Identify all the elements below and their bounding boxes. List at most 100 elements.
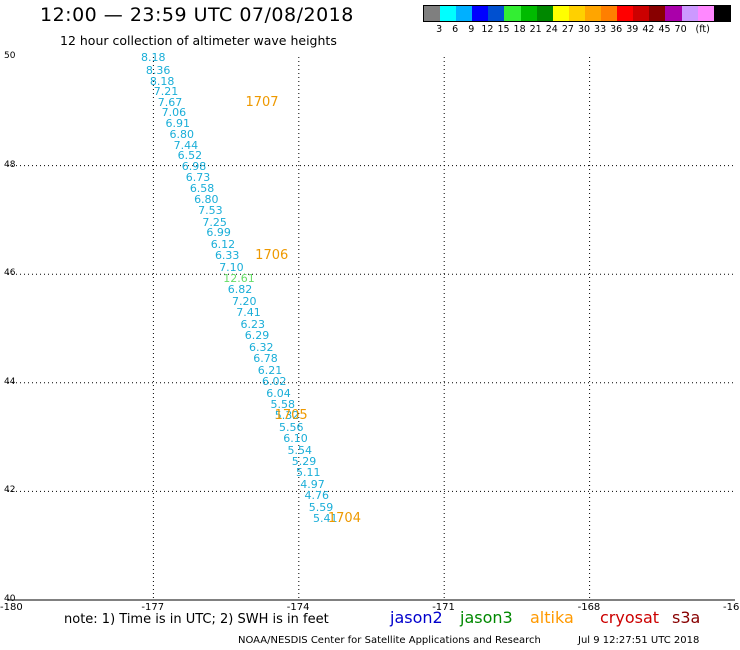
wave-height-label: 4.97 xyxy=(300,477,325,491)
color-swatch xyxy=(633,6,650,21)
color-scale-label: 42 xyxy=(642,24,655,35)
color-swatch xyxy=(697,6,714,21)
latitude-tick-label: 42 xyxy=(4,485,16,496)
color-swatch xyxy=(424,6,441,21)
satellite-name: s3a xyxy=(672,608,701,627)
color-scale-label: 36 xyxy=(610,24,623,35)
wave-height-label: 6.29 xyxy=(244,329,270,343)
color-scale-swatches xyxy=(423,5,731,22)
credit-text: NOAA/NESDIS Center for Satellite Applica… xyxy=(238,635,541,646)
wave-height-label: 7.53 xyxy=(198,204,223,218)
wave-height-label: 6.91 xyxy=(165,116,190,130)
color-scale-label: 3 xyxy=(436,24,443,35)
latitude-tick-label: 40 xyxy=(4,594,16,604)
wave-height-label: 7.21 xyxy=(153,85,179,99)
footer-note: note: 1) Time is in UTC; 2) SWH is in fe… xyxy=(64,612,329,627)
color-scale-legend: 3 6 9 12 15 18 21 24 27 30 33 36 39 42 45 70 (ft) xyxy=(423,5,731,36)
color-scale-label: 24 xyxy=(545,24,558,35)
wave-height-label: 6.23 xyxy=(240,317,265,331)
color-swatch xyxy=(584,6,602,21)
wave-height-label: 5.11 xyxy=(296,466,321,480)
latitude-tick-label: 48 xyxy=(4,159,16,170)
wave-height-label: 7.20 xyxy=(231,294,257,308)
wave-height-label: 7.67 xyxy=(157,96,183,110)
color-swatch xyxy=(552,6,569,21)
wave-height-label: 5.56 xyxy=(278,420,304,434)
wave-height-label: 6.73 xyxy=(185,171,211,185)
wave-height-label: 5.58 xyxy=(270,398,295,412)
color-swatch xyxy=(568,6,585,21)
color-scale-label: (ft) xyxy=(695,24,710,35)
color-scale-label: 27 xyxy=(561,24,574,35)
wave-height-label: 7.06 xyxy=(161,106,187,120)
wave-height-label: 6.80 xyxy=(194,193,219,207)
color-swatch xyxy=(536,6,553,21)
longitude-tick-label: -171 xyxy=(432,602,455,613)
color-scale-label: 9 xyxy=(468,24,475,35)
wave-height-label: 6.02 xyxy=(261,375,287,389)
color-scale-labels: 3 6 9 12 15 18 21 24 27 30 33 36 39 42 45 70 (ft) xyxy=(423,22,731,36)
wave-height-label: 6.32 xyxy=(248,340,274,354)
color-scale-label: 6 xyxy=(452,24,459,35)
wave-height-label: 6.98 xyxy=(181,160,207,174)
satellite-name: jason2 xyxy=(390,608,443,627)
color-scale-label: 21 xyxy=(529,24,542,35)
wave-height-label: 6.12 xyxy=(210,237,236,251)
wave-height-label: 4.76 xyxy=(304,489,330,503)
wave-height-label: 6.33 xyxy=(214,249,240,263)
wave-height-label: 5.54 xyxy=(287,443,312,457)
color-swatch xyxy=(617,6,634,21)
color-swatch xyxy=(520,6,537,21)
wave-height-label: 7.44 xyxy=(173,138,199,152)
color-swatch xyxy=(504,6,521,21)
wave-height-label: 12.61 xyxy=(223,271,255,285)
wave-height-label: 6.10 xyxy=(283,432,308,446)
time-label: 1705 xyxy=(274,408,308,424)
color-scale-label: 45 xyxy=(658,24,671,35)
color-swatch xyxy=(681,6,698,21)
color-swatch xyxy=(456,6,473,21)
color-scale-label: 39 xyxy=(626,24,639,35)
wave-height-label: 5.32 xyxy=(274,409,300,423)
color-scale-label: 30 xyxy=(577,24,591,35)
wave-height-label: 8.36 xyxy=(145,64,171,78)
wave-height-label: 6.52 xyxy=(177,149,203,163)
color-swatch xyxy=(488,6,505,21)
latitude-tick-label: 46 xyxy=(4,268,16,279)
wave-height-label: 6.58 xyxy=(189,181,215,195)
longitude-tick-label: -180 xyxy=(0,602,23,613)
wave-height-label: 7.41 xyxy=(236,306,261,320)
color-swatch xyxy=(472,6,489,21)
color-swatch xyxy=(440,6,457,21)
latitude-tick-label: 50 xyxy=(4,51,16,61)
wave-height-label: 6.82 xyxy=(227,283,253,297)
wave-height-label: 5.59 xyxy=(308,500,334,514)
wave-height-label: 8.18 xyxy=(140,51,166,65)
color-swatch xyxy=(713,6,730,21)
time-label: 1704 xyxy=(327,511,361,527)
longitude-tick-label: -177 xyxy=(141,602,165,613)
satellite-name: altika xyxy=(530,608,574,627)
wave-height-label: 8.18 xyxy=(149,74,175,88)
wave-height-label: 6.21 xyxy=(257,363,283,377)
wave-height-label: 6.80 xyxy=(169,127,195,141)
wave-height-label: 6.78 xyxy=(253,351,278,365)
color-scale-label: 18 xyxy=(513,24,526,35)
wave-height-label: 5.29 xyxy=(291,455,317,469)
wave-height-label: 7.10 xyxy=(219,260,244,274)
color-scale-label: 33 xyxy=(594,24,607,35)
longitude-tick-label: -16 xyxy=(723,602,740,613)
color-swatch xyxy=(601,6,618,21)
page-subtitle: 12 hour collection of altimeter wave hei… xyxy=(60,33,337,48)
wave-height-label: 5.41 xyxy=(313,512,338,526)
wave-height-label: 6.99 xyxy=(206,226,231,240)
color-swatch xyxy=(665,6,682,21)
latitude-tick-label: 44 xyxy=(4,376,16,387)
longitude-tick-label: -168 xyxy=(577,602,601,613)
color-scale-label: 15 xyxy=(497,24,510,35)
page-title: 12:00 — 23:59 UTC 07/08/2018 xyxy=(40,4,354,26)
longitude-tick-label: -174 xyxy=(286,602,310,613)
color-scale-label: 70 xyxy=(674,24,687,35)
satellite-name: cryosat xyxy=(600,608,660,627)
